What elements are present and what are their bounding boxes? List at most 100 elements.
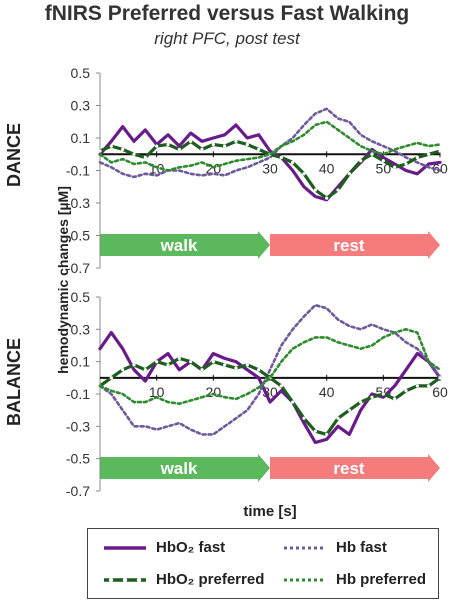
series-point bbox=[438, 376, 442, 380]
series-line-hb-fast bbox=[98, 107, 442, 179]
phase-arrow-walk bbox=[100, 454, 270, 482]
series-point bbox=[223, 144, 227, 148]
series-point bbox=[325, 196, 329, 200]
legend-swatch-marked-icon bbox=[104, 577, 146, 582]
series-point bbox=[189, 139, 193, 143]
legend: HbO₂ fast Hb fast HbO₂ preferred Hb pref… bbox=[87, 528, 439, 599]
y-tick-label: 0.3 bbox=[71, 321, 91, 337]
y-tick-label: -0.3 bbox=[66, 195, 90, 211]
series-point bbox=[257, 368, 261, 372]
series-point bbox=[427, 152, 431, 156]
phase-label-walk: walk bbox=[160, 236, 198, 255]
y-tick-label: 0.1 bbox=[71, 354, 91, 370]
chart-canvas: DANCE walk rest 0.5 0.3 0.1 -0.1 -0.3 -0.5 -0.7 10… bbox=[4, 65, 448, 520]
x-tick-label: 30 bbox=[262, 160, 278, 176]
series-point bbox=[302, 172, 306, 176]
x-tick-label: 20 bbox=[206, 384, 222, 400]
x-axis-label: time [s] bbox=[243, 503, 296, 520]
y-axis-label: hemodynamic changes [µM] bbox=[55, 186, 71, 374]
legend-label: HbO₂ fast bbox=[156, 539, 226, 556]
series-point bbox=[336, 416, 340, 420]
y-tick-label: -0.1 bbox=[66, 386, 90, 402]
series-point bbox=[132, 363, 136, 367]
series-point bbox=[291, 160, 295, 164]
phase-arrow-rest bbox=[270, 454, 440, 482]
y-tick-label: -0.3 bbox=[66, 418, 90, 434]
panel-label: BALANCE bbox=[4, 338, 24, 426]
series-point bbox=[121, 368, 125, 372]
series-point bbox=[98, 149, 102, 153]
series-point bbox=[359, 159, 363, 163]
legend-swatch-dotted-icon bbox=[284, 546, 326, 549]
series-point bbox=[109, 144, 113, 148]
x-tick-label: 10 bbox=[149, 384, 165, 400]
legend-item-hbo2-preferred: HbO₂ preferred bbox=[104, 571, 264, 588]
series-point bbox=[143, 368, 147, 372]
series-point bbox=[177, 356, 181, 361]
x-tick-label: 40 bbox=[319, 384, 335, 400]
series-point bbox=[381, 392, 385, 396]
y-tick-label: 0.5 bbox=[71, 65, 91, 81]
series-point bbox=[155, 144, 159, 148]
legend-label: Hb fast bbox=[336, 539, 387, 556]
panel-balance: BALANCE walk rest 0.5 0.3 0.1 -0.1 -0.3 -0.5 -0.7… bbox=[4, 289, 448, 499]
phase-label-walk: walk bbox=[160, 459, 198, 478]
x-tick-label: 60 bbox=[432, 384, 448, 400]
legend-label: HbO₂ preferred bbox=[156, 571, 265, 588]
legend-swatch-dotted-icon bbox=[284, 578, 326, 581]
series-point bbox=[279, 155, 283, 160]
y-tick-label: -0.5 bbox=[66, 451, 90, 467]
y-tick-label: -0.1 bbox=[66, 163, 90, 179]
series-point bbox=[302, 416, 306, 420]
phase-arrow-rest bbox=[270, 231, 440, 259]
series-point bbox=[223, 363, 227, 367]
legend-item-hbo2-fast: HbO₂ fast bbox=[104, 539, 225, 556]
series-point bbox=[404, 162, 408, 166]
series-point bbox=[404, 389, 408, 393]
y-tick-label: -0.7 bbox=[66, 483, 90, 499]
chart-title: fNIRS Preferred versus Fast Walking bbox=[44, 2, 410, 25]
series-point bbox=[359, 400, 363, 404]
chart-subtitle: right PFC, post test bbox=[154, 29, 300, 48]
series-point bbox=[234, 366, 238, 370]
phase-label-rest: rest bbox=[333, 236, 365, 255]
series-point bbox=[291, 400, 295, 404]
series-line-hb-preferred bbox=[98, 120, 442, 172]
series-point bbox=[257, 147, 261, 151]
y-tick-label: -0.5 bbox=[66, 228, 90, 244]
series-line-hb-preferred bbox=[98, 327, 442, 406]
phase-label-rest: rest bbox=[333, 459, 365, 478]
legend-label: Hb preferred bbox=[336, 571, 427, 588]
y-tick-label: -0.7 bbox=[66, 260, 90, 276]
y-tick-label: 0.1 bbox=[71, 130, 91, 146]
series-point bbox=[143, 155, 147, 160]
series-point bbox=[155, 360, 159, 364]
series-point bbox=[245, 363, 249, 367]
panel-label: DANCE bbox=[4, 123, 24, 187]
series-point bbox=[347, 408, 351, 412]
series-point bbox=[370, 152, 374, 156]
series-point bbox=[347, 172, 351, 176]
series-point bbox=[211, 360, 215, 364]
series-point bbox=[415, 155, 419, 160]
series-point bbox=[313, 188, 317, 192]
series-point bbox=[121, 147, 125, 151]
series-point bbox=[200, 368, 204, 372]
series-point bbox=[370, 395, 374, 399]
series-point bbox=[109, 376, 113, 380]
series-point bbox=[189, 360, 193, 364]
series-point bbox=[313, 429, 317, 433]
series-point bbox=[132, 152, 136, 156]
legend-item-hb-fast: Hb fast bbox=[284, 539, 387, 556]
series-point bbox=[166, 363, 170, 367]
y-tick-label: 0.5 bbox=[71, 289, 91, 305]
phase-arrow-walk bbox=[100, 231, 270, 259]
series-point bbox=[166, 142, 170, 147]
series-point bbox=[381, 159, 385, 163]
series-point bbox=[211, 142, 215, 147]
series-point bbox=[234, 139, 238, 143]
series-point bbox=[438, 149, 442, 153]
series-point bbox=[393, 397, 397, 401]
series-point bbox=[415, 384, 419, 388]
series-point bbox=[177, 147, 181, 151]
